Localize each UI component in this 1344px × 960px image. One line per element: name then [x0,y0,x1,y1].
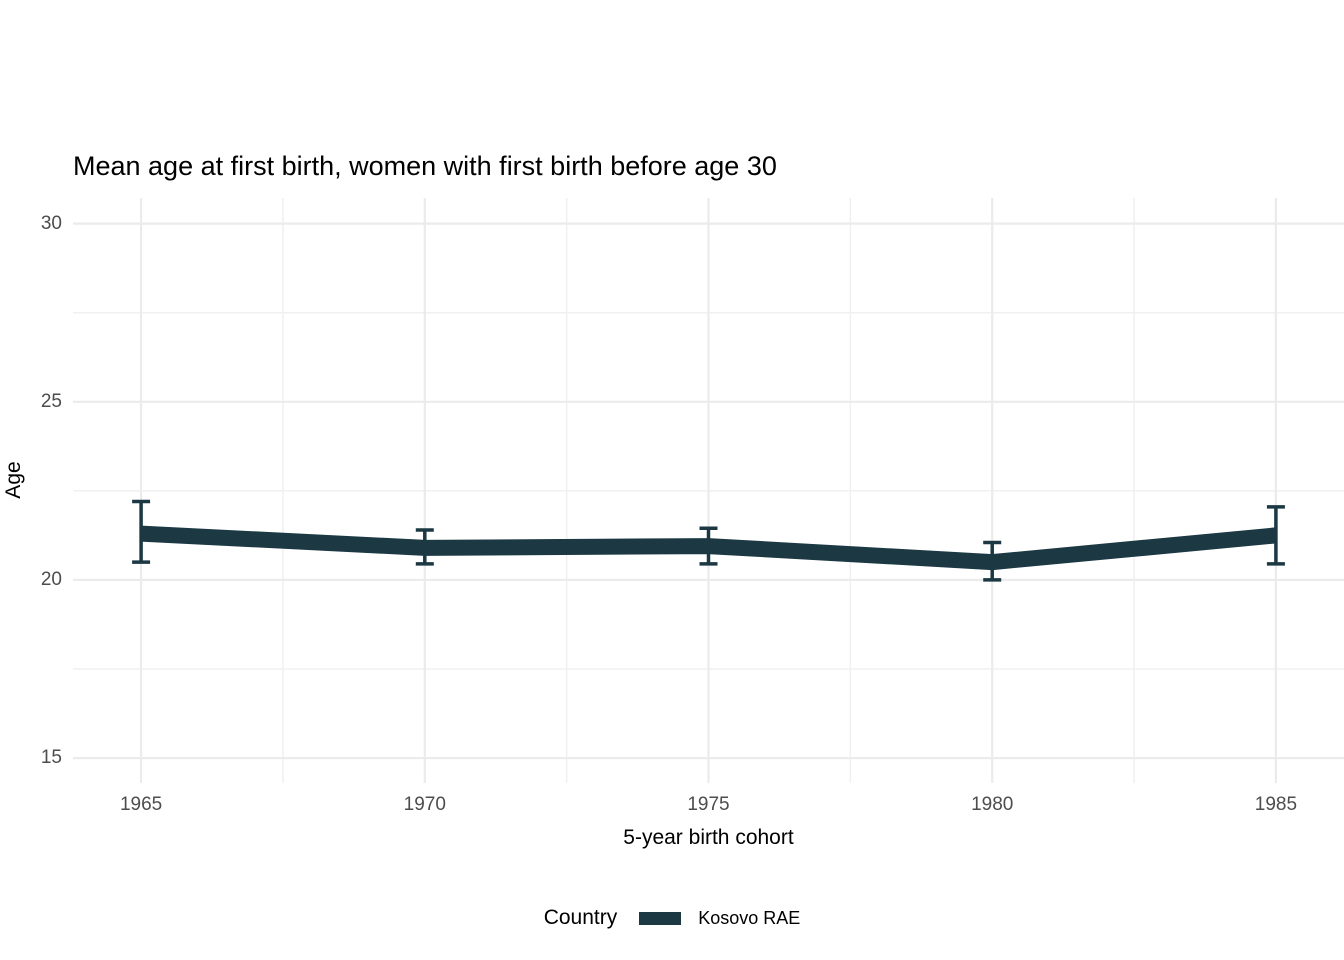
y-tick-label: 15 [40,747,62,769]
x-tick-label: 1975 [687,794,730,815]
plot-panel [73,198,1344,783]
y-tick-label: 30 [40,212,62,234]
series-line-kosovo-rae [140,525,1277,571]
x-tick-label: 1965 [119,794,163,815]
legend-item-label: Kosovo RAE [698,907,801,928]
x-tick-label: 1980 [971,794,1014,815]
x-tick-label: 1970 [403,794,446,815]
x-tick-label: 1985 [1254,794,1298,815]
legend-title: Country [543,906,618,929]
legend: Country Kosovo RAE [0,906,1344,930]
y-tick-label: 25 [40,390,62,412]
chart-title: Mean age at first birth, women with firs… [73,151,777,181]
x-axis-title: 5-year birth cohort [623,826,794,849]
y-axis-title: Age [2,461,25,499]
legend-swatch-kosovo-rae [639,911,682,925]
y-tick-label: 20 [40,568,62,590]
